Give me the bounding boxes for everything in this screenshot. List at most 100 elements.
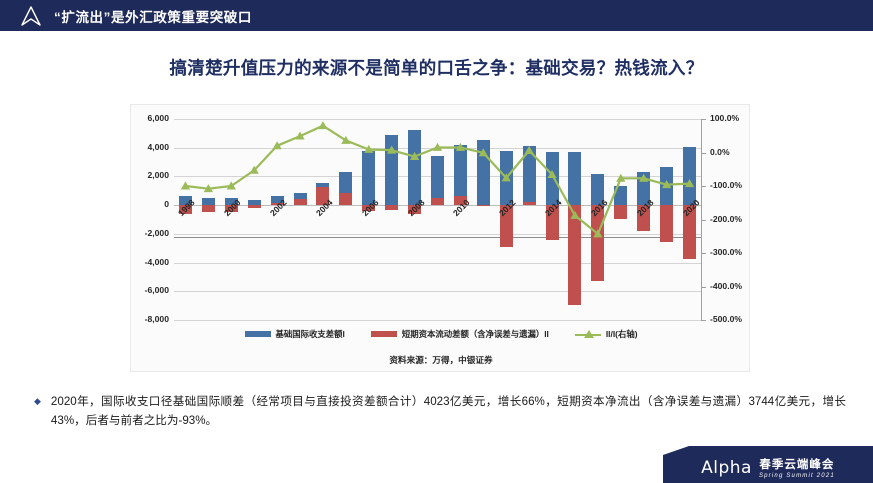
bar-short-term-capital-flow bbox=[522, 201, 536, 206]
bar-short-term-capital-flow bbox=[316, 187, 330, 206]
chart-container: 6,000 4,000 2,000 0 -2,000 -4,000 -6,000 -8,000… bbox=[130, 104, 750, 372]
gridline bbox=[174, 119, 701, 120]
x-axis-tick-label: 2002 bbox=[268, 197, 289, 219]
ratio-line-marker bbox=[662, 180, 672, 189]
y-axis-left-tick-label: -8,000 bbox=[144, 314, 169, 324]
bar-basic-bop-balance bbox=[591, 173, 605, 206]
bar-basic-bop-balance bbox=[522, 145, 536, 206]
legend-item[interactable]: 短期资本流动差额（含净误差与遗漏）II bbox=[370, 328, 549, 340]
ratio-line-marker bbox=[364, 144, 374, 153]
legend-label: 短期资本流动差额（含净误差与遗漏）II bbox=[401, 329, 549, 339]
bar-basic-bop-balance bbox=[568, 152, 582, 206]
legend-item[interactable]: 基础国际收支差额I bbox=[244, 328, 345, 340]
bar-short-term-capital-flow bbox=[201, 205, 215, 213]
bar-basic-bop-balance bbox=[224, 198, 238, 206]
bar-basic-bop-balance bbox=[431, 156, 444, 206]
bar-basic-bop-balance bbox=[545, 152, 559, 206]
bar-short-term-capital-flow bbox=[339, 193, 353, 206]
x-axis-tick-label: 2010 bbox=[451, 197, 473, 219]
ratio-line-marker bbox=[203, 184, 213, 193]
bar-short-term-capital-flow bbox=[224, 205, 238, 213]
bar-short-term-capital-flow bbox=[683, 205, 697, 259]
bullet-marker-icon: ◆ bbox=[34, 396, 41, 406]
chart-ratio-line bbox=[180, 121, 695, 238]
y-axis-left-tick-label: 0 bbox=[164, 199, 169, 210]
chart-plot-area: 6,000 4,000 2,000 0 -2,000 -4,000 -6,000 -8,000… bbox=[145, 113, 742, 324]
y-axis-right-tick-mark bbox=[701, 320, 706, 321]
bar-short-term-capital-flow bbox=[614, 205, 628, 220]
y-axis-left-tick-label: 2,000 bbox=[147, 170, 169, 181]
slide-footer: Alpha 春季云端峰会 Spring Summit 2021 bbox=[663, 446, 873, 483]
bar-short-term-capital-flow bbox=[637, 205, 651, 231]
gridline bbox=[174, 205, 701, 207]
gridline bbox=[174, 320, 701, 321]
y-axis-right-tick-mark bbox=[701, 253, 706, 254]
x-axis-tick-label: 2006 bbox=[359, 197, 381, 219]
x-axis-tick-label: 2014 bbox=[543, 197, 564, 219]
bar-short-term-capital-flow bbox=[660, 205, 674, 242]
x-axis-tick-label: 2008 bbox=[405, 197, 427, 219]
y-axis-right-tick-mark bbox=[701, 152, 706, 154]
ratio-line-marker bbox=[570, 210, 580, 219]
bullet-text: 2020年，国际收支口径基础国际顺差（经常项目与直接投资差额合计）4023亿美元… bbox=[50, 395, 846, 427]
bar-short-term-capital-flow bbox=[178, 205, 192, 215]
bar-short-term-capital-flow bbox=[568, 205, 582, 305]
bar-short-term-capital-flow bbox=[476, 205, 490, 207]
ratio-line-marker bbox=[593, 229, 603, 238]
legend-swatch-icon bbox=[244, 331, 271, 337]
legend-label: II/I(右轴) bbox=[605, 329, 638, 339]
y-axis-left-tick-label: 6,000 bbox=[147, 113, 169, 123]
y-axis-right-tick-mark bbox=[701, 186, 706, 187]
bullet-block: ◆ 2020年，国际收支口径基础国际顺差（经常项目与直接投资差额合计）4023亿… bbox=[34, 392, 846, 430]
ratio-line-marker bbox=[547, 170, 557, 179]
ratio-line-marker bbox=[478, 148, 488, 157]
ratio-line-marker bbox=[272, 141, 282, 150]
bar-basic-bop-balance bbox=[247, 199, 261, 206]
x-axis-tick-label: 2020 bbox=[680, 197, 702, 219]
y-axis-left-tick-label: -6,000 bbox=[144, 285, 169, 296]
y-axis-right-tick-label: -400.0% bbox=[710, 280, 743, 291]
ratio-line-marker bbox=[501, 173, 511, 182]
footer-brand-en: Spring Summit 2021 bbox=[758, 473, 835, 479]
alpha-chevron-logo-icon bbox=[14, 0, 48, 31]
ratio-line-marker bbox=[409, 151, 420, 160]
header-title: “扩流出”是外汇政策重要突破口 bbox=[54, 9, 252, 25]
ratio-line-marker bbox=[684, 179, 695, 188]
x-axis-tick-label: 2004 bbox=[313, 197, 335, 219]
ratio-line-marker bbox=[295, 131, 305, 140]
bar-short-term-capital-flow bbox=[431, 197, 444, 206]
y-axis-right-tick-mark bbox=[701, 219, 706, 221]
footer-brand-alpha: Alpha bbox=[701, 457, 752, 478]
ratio-line-marker bbox=[432, 142, 443, 151]
legend-item[interactable]: II/I(右轴) bbox=[574, 328, 638, 340]
x-axis-tick-label: 2016 bbox=[588, 197, 610, 219]
x-axis-tick-label: 2000 bbox=[222, 197, 243, 219]
footer-shape bbox=[663, 446, 873, 483]
bar-basic-bop-balance bbox=[408, 129, 422, 206]
y-axis-right-tick-label: -100.0% bbox=[710, 180, 743, 190]
chart-x-axis-labels: 1998 2000 2002 2004 2006 2008 2010 2012 2014 2016… bbox=[174, 119, 701, 320]
y-axis-right-tick-label: -500.0% bbox=[710, 314, 743, 324]
bar-basic-bop-balance bbox=[270, 196, 284, 206]
ratio-line-marker bbox=[318, 121, 328, 130]
x-axis-tick-label: 1998 bbox=[176, 197, 198, 219]
gridline bbox=[174, 262, 701, 264]
footer-brand-cn: 春季云端峰会 bbox=[759, 459, 835, 471]
bar-short-term-capital-flow bbox=[247, 205, 261, 208]
gridline bbox=[174, 291, 701, 293]
bar-short-term-capital-flow bbox=[499, 205, 513, 247]
y-axis-right-tick-label: 100.0% bbox=[710, 113, 740, 123]
bar-basic-bop-balance bbox=[201, 197, 215, 206]
ratio-line-marker bbox=[249, 165, 259, 174]
bar-basic-bop-balance bbox=[362, 151, 376, 206]
ratio-line-marker bbox=[616, 173, 626, 182]
slide-header: “扩流出”是外汇政策重要突破口 bbox=[0, 0, 873, 31]
bar-basic-bop-balance bbox=[178, 196, 192, 206]
gridline bbox=[174, 233, 701, 235]
y-axis-right-tick-mark bbox=[701, 119, 706, 120]
ratio-line-marker bbox=[639, 173, 649, 182]
bar-short-term-capital-flow bbox=[408, 205, 422, 215]
ratio-line-marker bbox=[226, 181, 236, 190]
page-title: 搞清楚升值压力的来源不是简单的口舌之争：基础交易？热钱流入？ bbox=[169, 58, 704, 78]
